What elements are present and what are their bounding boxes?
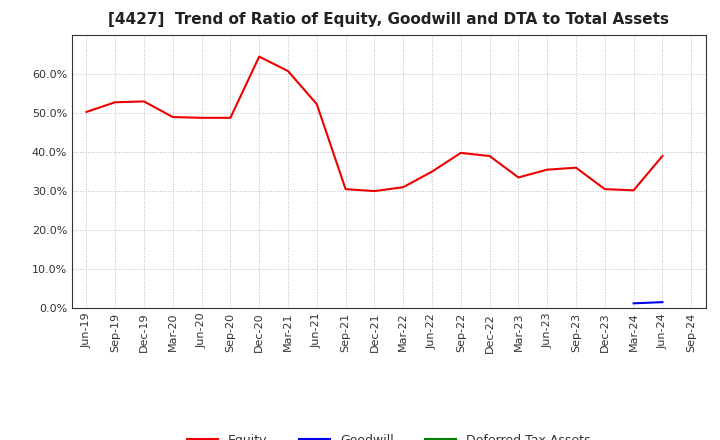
Equity: [111, 99, 120, 105]
Goodwill: [658, 300, 667, 305]
Equity: [255, 54, 264, 59]
Equity: [312, 102, 321, 107]
Equity: [600, 187, 609, 192]
Title: [4427]  Trend of Ratio of Equity, Goodwill and DTA to Total Assets: [4427] Trend of Ratio of Equity, Goodwil…: [108, 12, 670, 27]
Equity: [197, 115, 206, 121]
Equity: [456, 150, 465, 155]
Equity: [514, 175, 523, 180]
Equity: [140, 99, 148, 104]
Equity: [370, 188, 379, 194]
Equity: [572, 165, 580, 170]
Equity: [543, 167, 552, 172]
Equity: [284, 68, 292, 73]
Line: Goodwill: Goodwill: [634, 302, 662, 303]
Equity: [168, 114, 177, 120]
Equity: [629, 188, 638, 193]
Equity: [226, 115, 235, 121]
Legend: Equity, Goodwill, Deferred Tax Assets: Equity, Goodwill, Deferred Tax Assets: [181, 429, 596, 440]
Equity: [82, 109, 91, 114]
Equity: [399, 184, 408, 190]
Equity: [428, 169, 436, 174]
Goodwill: [629, 301, 638, 306]
Equity: [485, 154, 494, 159]
Line: Equity: Equity: [86, 57, 662, 191]
Equity: [341, 187, 350, 192]
Equity: [658, 154, 667, 159]
